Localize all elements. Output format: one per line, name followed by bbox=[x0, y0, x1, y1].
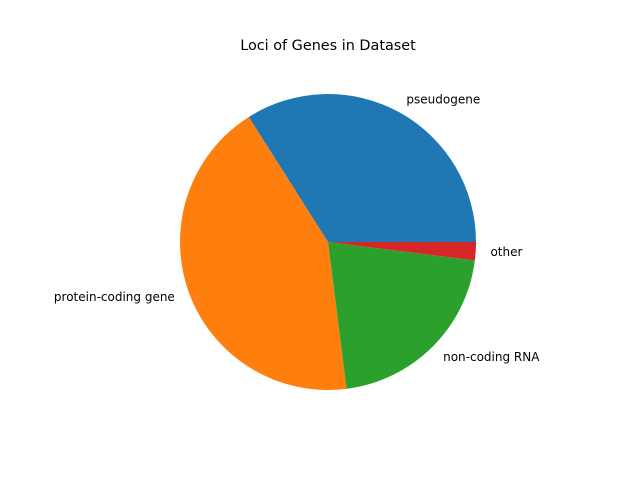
slice-label-pseudogene: pseudogene bbox=[406, 92, 480, 106]
pie-slice-pseudogene bbox=[248, 94, 476, 242]
slice-label-non-coding-rna: non-coding RNA bbox=[443, 350, 540, 364]
pie-slice-other bbox=[328, 242, 476, 261]
slice-label-protein-coding-gene: protein-coding gene bbox=[54, 290, 175, 304]
pie-slice-non-coding-rna bbox=[328, 242, 475, 389]
slice-label-other: other bbox=[490, 245, 522, 259]
pie-slice-protein-coding-gene bbox=[180, 117, 347, 390]
chart-title: Loci of Genes in Dataset bbox=[240, 38, 416, 54]
slice-labels: pseudogene protein-coding gene non-coding … bbox=[54, 92, 540, 364]
pie-slices bbox=[180, 94, 476, 390]
